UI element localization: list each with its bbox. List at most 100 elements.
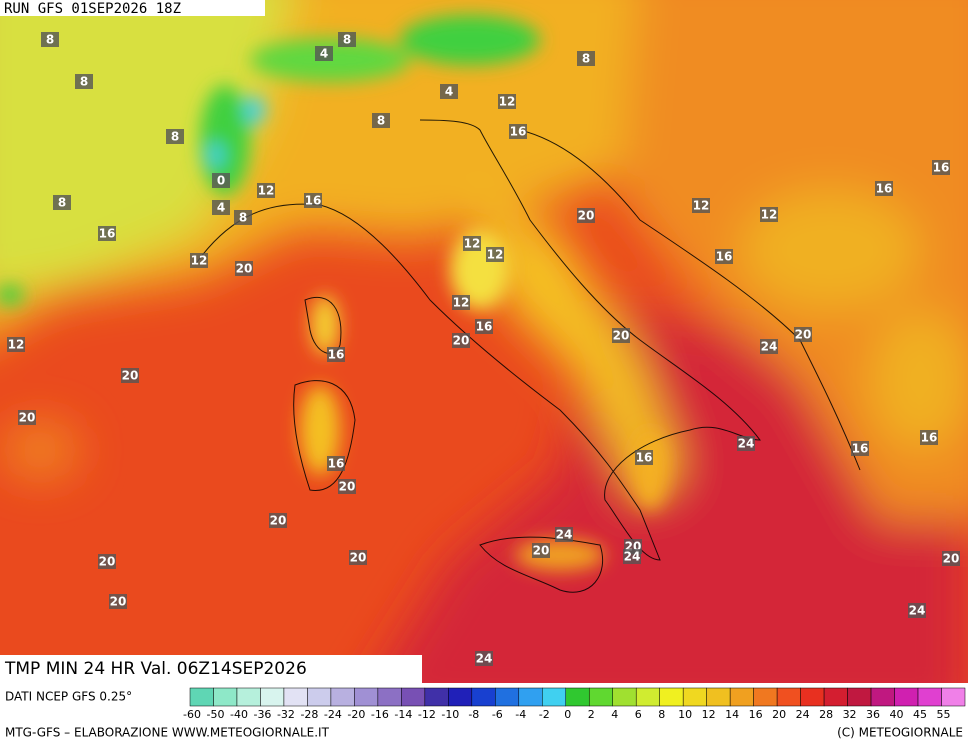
legend-swatch [612, 687, 637, 707]
legend-swatch [941, 687, 966, 707]
contour-label-bg [235, 261, 253, 276]
contour-label-bg [851, 441, 869, 456]
contour-label-group: 8 [166, 129, 184, 144]
contour-label-group: 8 [338, 32, 356, 47]
contour-label: 12 [761, 208, 778, 222]
contour-label-bg [98, 554, 116, 569]
contour-label-bg [269, 513, 287, 528]
contour-label-bg [635, 450, 653, 465]
legend-swatch [401, 687, 426, 707]
contour-label-bg [372, 113, 390, 128]
contour-label-bg [942, 551, 960, 566]
legend-label: 45 [913, 708, 927, 721]
legend-swatch [706, 687, 731, 707]
contour-label-bg [327, 347, 345, 362]
contour-label-group: 24 [908, 603, 926, 618]
contour-label: 20 [110, 595, 127, 609]
contour-label-bg [932, 160, 950, 175]
contour-label-group: 16 [635, 450, 653, 465]
legend-label: -2 [539, 708, 550, 721]
contour-label-group: 8 [53, 195, 71, 210]
contour-label-bg [41, 32, 59, 47]
contour-label: 20 [578, 209, 595, 223]
contour-label-group: 20 [109, 594, 127, 609]
contour-label-group: 16 [932, 160, 950, 175]
contour-label: 20 [613, 329, 630, 343]
contour-label-group: 12 [692, 198, 710, 213]
contour-label: 20 [99, 555, 116, 569]
legend-swatch [753, 687, 778, 707]
run-label: RUN GFS 01SEP2026 18Z [4, 1, 181, 17]
legend-label: 32 [843, 708, 857, 721]
legend-swatch [565, 687, 590, 707]
header-box [0, 0, 265, 16]
legend-swatch [776, 687, 801, 707]
contour-label-group: 8 [234, 210, 252, 225]
legend-label: -20 [347, 708, 365, 721]
contour-label-bg [304, 193, 322, 208]
contour-label-bg [349, 550, 367, 565]
contour-label-group: 16 [327, 456, 345, 471]
contour-label: 16 [716, 250, 733, 264]
contour-label-group: 4 [440, 84, 458, 99]
contour-label-group: 16 [920, 430, 938, 445]
legend-swatch [448, 687, 473, 707]
contour-label-group: 24 [760, 339, 778, 354]
contour-label-bg [327, 456, 345, 471]
contour-label-bg [577, 208, 595, 223]
contour-label-group: 20 [794, 327, 812, 342]
map-title: TMP MIN 24 HR Val. 06Z14SEP2026 [4, 659, 307, 679]
contour-label-bg [212, 200, 230, 215]
contour-label: 8 [343, 33, 351, 47]
legend-swatch [307, 687, 332, 707]
title-box [0, 655, 422, 683]
contour-label: 12 [8, 338, 25, 352]
contour-label-group: 16 [875, 181, 893, 196]
contour-label-bg [18, 410, 36, 425]
contour-label-group: 12 [452, 295, 470, 310]
contour-label-bg [875, 181, 893, 196]
contour-label: 12 [258, 184, 275, 198]
legend-label: 28 [819, 708, 833, 721]
contour-label-group: 20 [532, 543, 550, 558]
contour-label-group: 20 [452, 333, 470, 348]
contour-label: 0 [217, 174, 225, 188]
contour-label: 16 [510, 125, 527, 139]
contour-label-bg [475, 319, 493, 334]
legend-label: -6 [492, 708, 503, 721]
copyright: (C) METEOGIORNALE [837, 726, 963, 740]
contour-label-group: 16 [327, 347, 345, 362]
legend-swatch [682, 687, 707, 707]
contour-label-bg [7, 337, 25, 352]
contour-label-bg [121, 368, 139, 383]
credit: MTG-GFS – ELABORAZIONE WWW.METEOGIORNALE… [5, 726, 330, 740]
contour-label: 4 [320, 47, 328, 61]
contour-label-bg [338, 479, 356, 494]
legend-swatch [847, 687, 872, 707]
contour-label: 16 [476, 320, 493, 334]
contour-label: 20 [943, 552, 960, 566]
legend-swatch [823, 687, 848, 707]
contour-label: 8 [239, 211, 247, 225]
contour-label: 16 [99, 227, 116, 241]
contour-label-bg [440, 84, 458, 99]
contour-label-group: 12 [498, 94, 516, 109]
contour-label: 24 [738, 437, 755, 451]
contour-label: 20 [453, 334, 470, 348]
contour-label-bg [760, 339, 778, 354]
legend-swatch [870, 687, 895, 707]
contour-label: 20 [236, 262, 253, 276]
contour-label-bg [737, 436, 755, 451]
contour-label: 8 [46, 33, 54, 47]
legend-label: 24 [796, 708, 810, 721]
contour-label: 12 [693, 199, 710, 213]
contour-label: 16 [328, 348, 345, 362]
legend-swatch [213, 687, 238, 707]
contour-label-bg [53, 195, 71, 210]
contour-label-bg [109, 594, 127, 609]
temperature-map [0, 0, 968, 683]
legend-swatch [354, 687, 379, 707]
legend-swatch [377, 687, 402, 707]
contour-label-group: 12 [257, 183, 275, 198]
